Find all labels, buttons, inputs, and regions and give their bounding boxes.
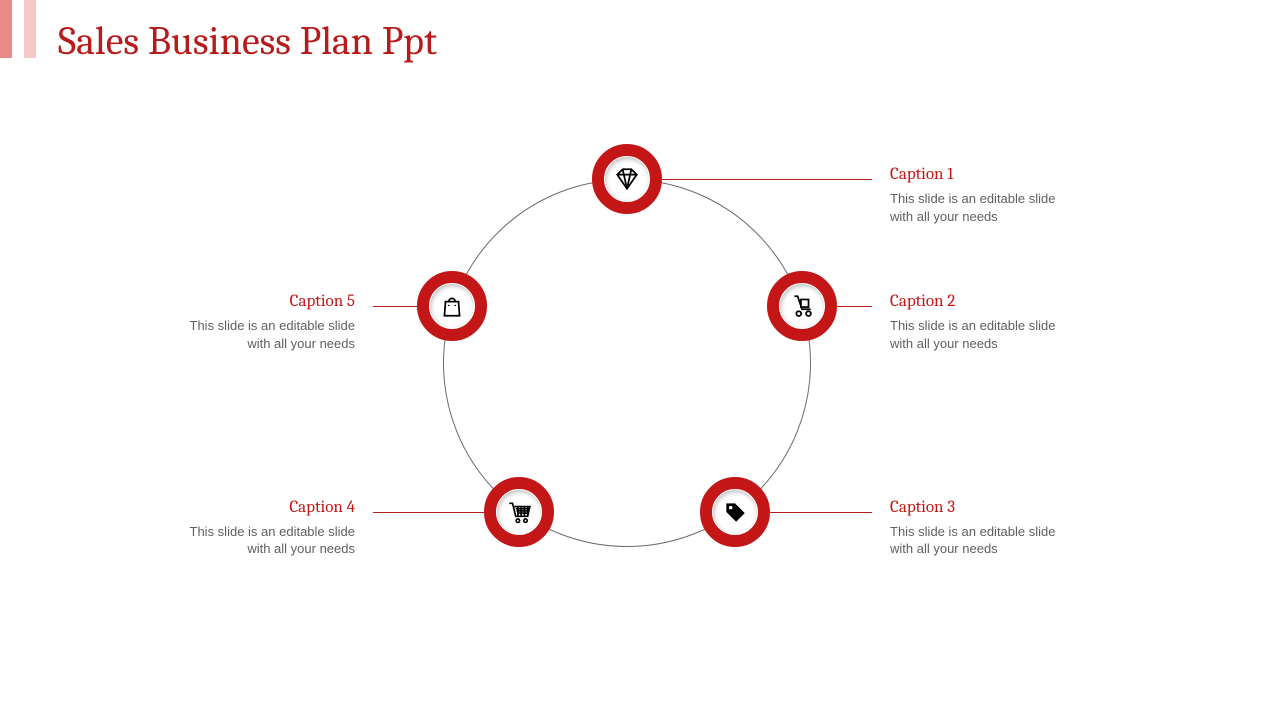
caption-3-body: This slide is an editable slide with all…	[890, 523, 1070, 558]
caption-4: Caption 4 This slide is an editable slid…	[175, 498, 355, 558]
connector-2	[837, 306, 872, 307]
caption-1: Caption 1 This slide is an editable slid…	[890, 165, 1070, 225]
node-4	[484, 477, 554, 547]
caption-2-title: Caption 2	[890, 292, 1070, 311]
caption-3: Caption 3 This slide is an editable slid…	[890, 498, 1070, 558]
caption-1-body: This slide is an editable slide with all…	[890, 190, 1070, 225]
caption-4-body: This slide is an editable slide with all…	[175, 523, 355, 558]
caption-4-title: Caption 4	[175, 498, 355, 517]
tag-icon	[713, 490, 757, 534]
connector-4	[373, 512, 484, 513]
caption-2-body: This slide is an editable slide with all…	[890, 317, 1070, 352]
node-2	[767, 271, 837, 341]
caption-2: Caption 2 This slide is an editable slid…	[890, 292, 1070, 352]
caption-5-body: This slide is an editable slide with all…	[175, 317, 355, 352]
decor-bar-3	[24, 0, 36, 58]
caption-1-title: Caption 1	[890, 165, 1070, 184]
connector-1	[662, 179, 872, 180]
node-5	[417, 271, 487, 341]
caption-5-title: Caption 5	[175, 292, 355, 311]
caption-3-title: Caption 3	[890, 498, 1070, 517]
bag-icon	[430, 284, 474, 328]
diamond-icon	[605, 157, 649, 201]
node-1	[592, 144, 662, 214]
decor-bars	[0, 0, 36, 58]
handtruck-icon	[780, 284, 824, 328]
slide-title: Sales Business Plan Ppt	[58, 18, 437, 64]
node-3	[700, 477, 770, 547]
decor-bar-2	[12, 0, 24, 58]
cart-icon	[497, 490, 541, 534]
connector-5	[373, 306, 417, 307]
connector-3	[770, 512, 872, 513]
slide: Sales Business Plan Ppt	[0, 0, 1280, 720]
decor-bar-1	[0, 0, 12, 58]
caption-5: Caption 5 This slide is an editable slid…	[175, 292, 355, 352]
